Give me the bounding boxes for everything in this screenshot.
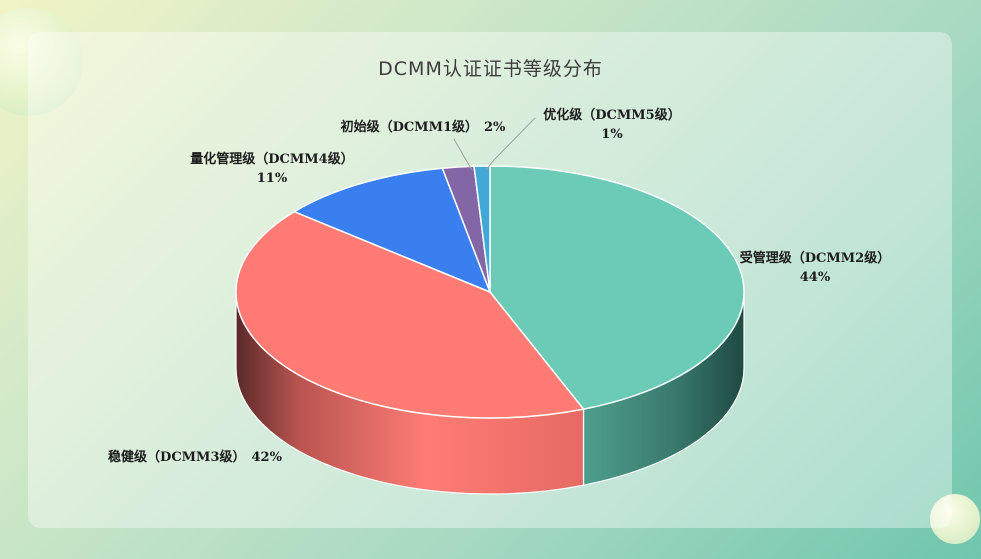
slice-value-4: 2% [484, 120, 506, 135]
slice-label-4: 初始级（DCMM1级） 2% [341, 119, 506, 135]
slice-value-3: 11% [257, 171, 288, 186]
slice-label-1: 受管理级（DCMM2级） [740, 250, 890, 266]
pie-slice-2 [235, 210, 585, 419]
slice-name-4: 初始级（DCMM1级） [341, 119, 478, 135]
slice-name-2: 稳健级（DCMM3级） [108, 449, 245, 465]
decorative-bubble-top-left [0, 8, 83, 116]
leader-line-4 [453, 138, 473, 171]
pie-slice-5 [473, 165, 491, 293]
chart-title: DCMM认证证书等级分布 [378, 58, 603, 80]
slice-label-3: 量化管理级（DCMM4级） [190, 151, 353, 167]
pie-slice-1 [489, 165, 745, 410]
pie-slice-3 [292, 167, 492, 294]
leader-line-5 [485, 117, 536, 171]
slice-label-5: 优化级（DCMM5级） [543, 107, 680, 123]
slice-value-5: 1% [601, 127, 623, 142]
decorative-bubble-bottom-right [930, 494, 980, 544]
slice-value-2: 42% [252, 450, 283, 465]
slice-value-1: 44% [800, 270, 831, 285]
slice-label-2: 稳健级（DCMM3级） 42% [108, 449, 283, 465]
